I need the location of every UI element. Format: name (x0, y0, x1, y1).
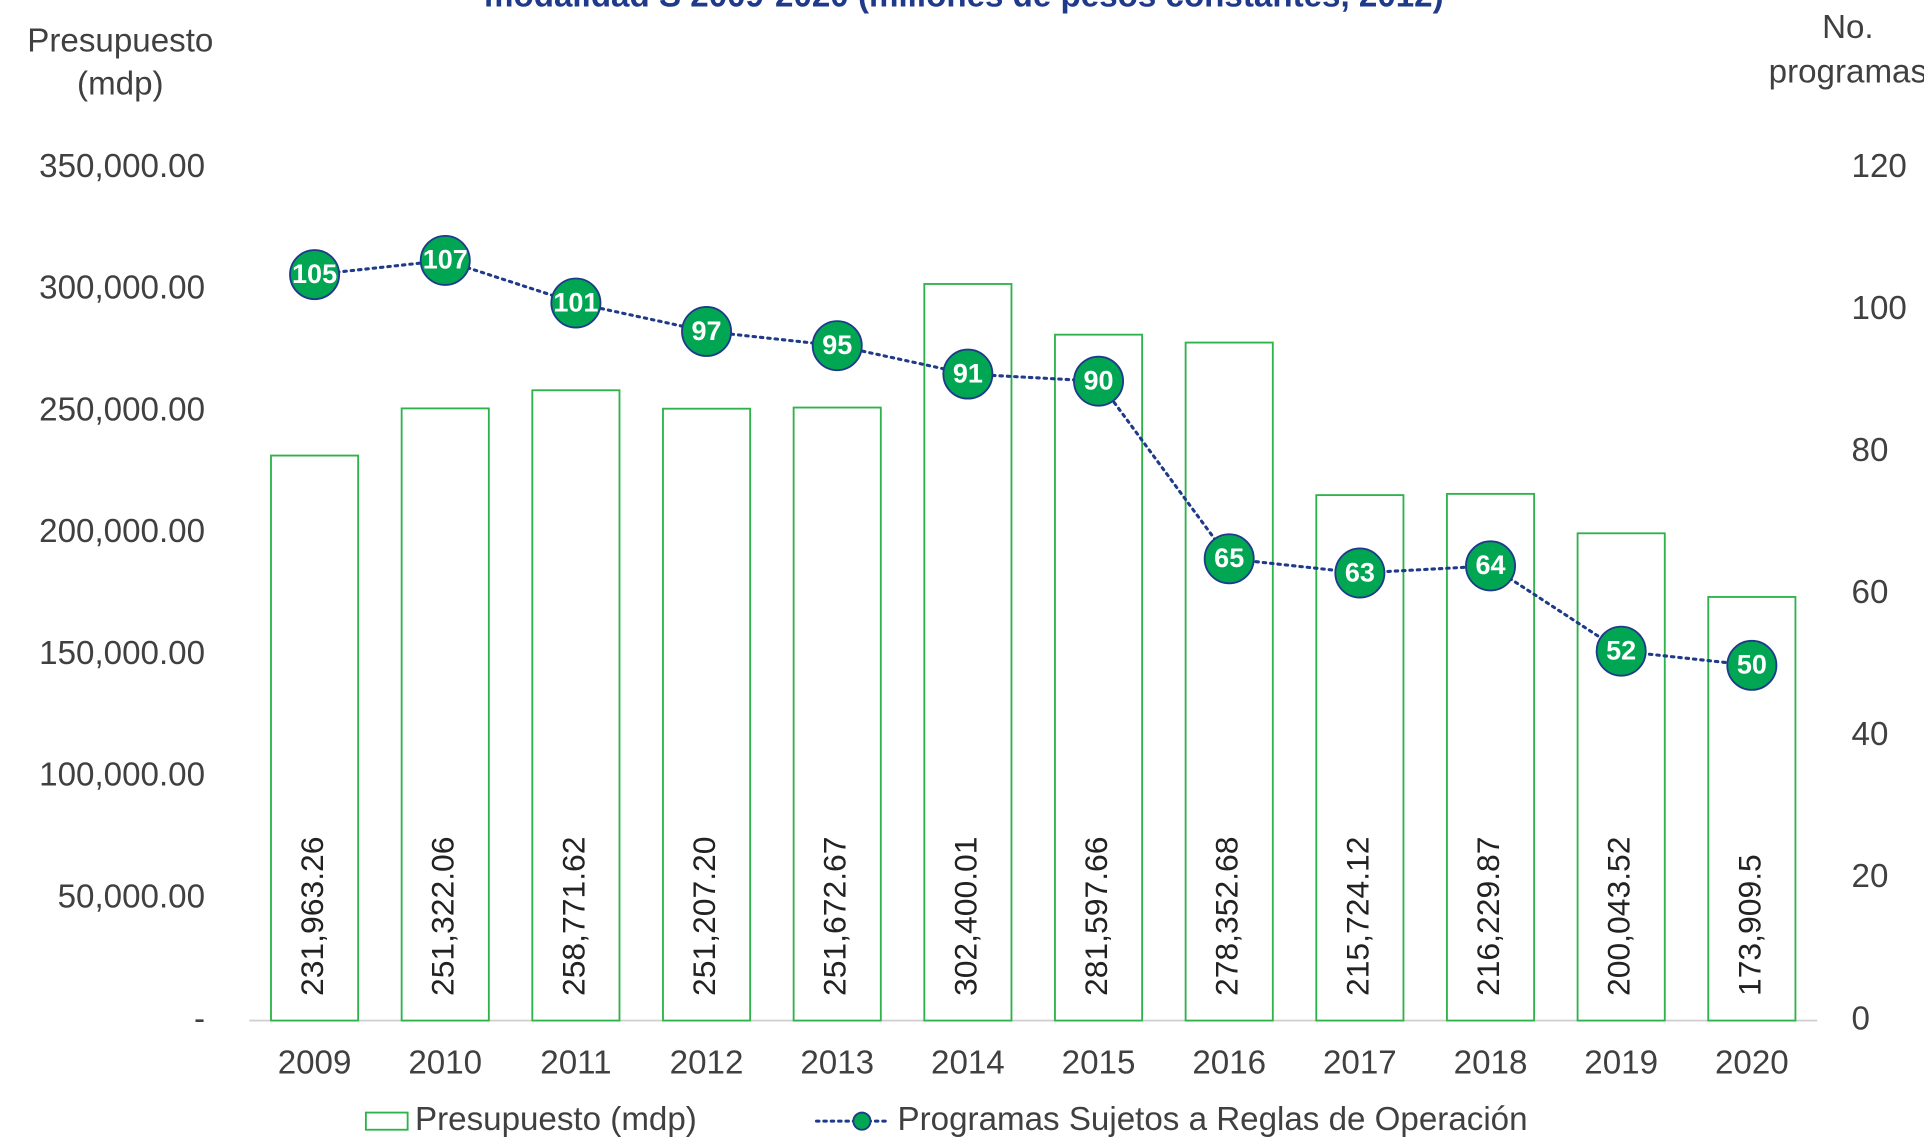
chart-title: modalidad S 2009-2020 (millones de pesos… (484, 0, 1444, 14)
y2-axis-label: programas (1769, 53, 1924, 90)
line-value-label: 95 (822, 330, 852, 360)
y2-tick-label: 120 (1852, 148, 1907, 185)
x-tick-label: 2020 (1715, 1044, 1789, 1081)
bar-value-label: 200,043.52 (1601, 836, 1637, 996)
bar (531, 389, 621, 1022)
y2-tick-label: 0 (1852, 1000, 1870, 1037)
line-value-label: 50 (1737, 650, 1767, 680)
line-marker (289, 249, 341, 301)
y-axis-label: (mdp) (77, 66, 164, 103)
line-marker (419, 234, 471, 286)
bar-value-label: 216,229.87 (1470, 836, 1506, 996)
line-value-label: 64 (1476, 550, 1506, 580)
line-value-label: 97 (692, 316, 722, 346)
y2-tick-label: 40 (1852, 716, 1889, 753)
line-marker (681, 305, 733, 357)
bar (1054, 333, 1144, 1022)
bar (792, 406, 882, 1022)
line-value-label: 52 (1606, 636, 1636, 666)
x-tick-label: 2018 (1454, 1044, 1528, 1081)
line-marker (1203, 533, 1255, 585)
line-marker (1465, 540, 1517, 592)
line-value-label: 107 (423, 245, 468, 275)
y-tick-label: - (194, 1000, 205, 1037)
line-marker (1595, 625, 1647, 677)
x-tick-label: 2016 (1192, 1044, 1266, 1081)
y-tick-label: 200,000.00 (39, 513, 205, 550)
x-tick-label: 2019 (1584, 1044, 1658, 1081)
bar-value-label: 173,909.5 (1731, 854, 1767, 996)
bar-value-label: 251,672.67 (817, 836, 853, 996)
bar (400, 407, 490, 1022)
line-marker (1334, 547, 1386, 599)
y-tick-label: 50,000.00 (58, 879, 205, 916)
x-tick-label: 2014 (931, 1044, 1005, 1081)
x-tick-label: 2015 (1062, 1044, 1136, 1081)
legend-swatch (364, 1111, 409, 1131)
bar-value-label: 278,352.68 (1209, 836, 1245, 996)
y2-tick-label: 20 (1852, 858, 1889, 895)
line (313, 258, 1754, 667)
y-tick-label: 100,000.00 (39, 757, 205, 794)
y-tick-label: 300,000.00 (39, 270, 205, 307)
line-marker (811, 320, 863, 372)
x-tick-label: 2012 (670, 1044, 744, 1081)
x-tick-label: 2017 (1323, 1044, 1397, 1081)
y-axis-label: Presupuesto (27, 23, 213, 60)
y2-tick-label: 80 (1852, 432, 1889, 469)
bar (662, 407, 752, 1022)
line-value-label: 63 (1345, 557, 1375, 587)
y2-tick-label: 60 (1852, 574, 1889, 611)
line-value-label: 101 (553, 287, 598, 317)
bar (1184, 341, 1274, 1022)
bar-value-label: 251,207.20 (686, 836, 722, 996)
bar-value-label: 258,771.62 (555, 836, 591, 996)
bar-value-label: 251,322.06 (425, 836, 461, 996)
x-tick-label: 2010 (408, 1044, 482, 1081)
line-value-label: 65 (1214, 543, 1244, 573)
y2-tick-label: 100 (1852, 290, 1907, 327)
line-marker (1073, 355, 1125, 407)
line-value-label: 90 (1084, 366, 1114, 396)
x-tick-label: 2011 (540, 1044, 611, 1081)
bar (1576, 532, 1666, 1022)
legend-swatch (852, 1111, 872, 1131)
legend-label: Programas Sujetos a Reglas de Operación (898, 1101, 1528, 1138)
line-marker (942, 348, 994, 400)
y-tick-label: 150,000.00 (39, 635, 205, 672)
bar-value-label: 231,963.26 (294, 836, 330, 996)
line-value-label: 91 (953, 358, 983, 388)
legend-label: Presupuesto (mdp) (415, 1101, 697, 1138)
bar-value-label: 281,597.66 (1078, 836, 1114, 996)
y-tick-label: 250,000.00 (39, 391, 205, 428)
line-marker (1726, 639, 1778, 691)
line-value-label: 105 (292, 259, 337, 289)
x-tick-label: 2009 (278, 1044, 352, 1081)
bar-value-label: 215,724.12 (1339, 836, 1375, 996)
line-marker (550, 277, 602, 329)
x-tick-label: 2013 (800, 1044, 874, 1081)
y2-axis-label: No. (1822, 9, 1874, 46)
bar (923, 283, 1013, 1022)
bar (270, 454, 360, 1022)
y-tick-label: 350,000.00 (39, 148, 205, 185)
bar-value-label: 302,400.01 (947, 836, 983, 996)
